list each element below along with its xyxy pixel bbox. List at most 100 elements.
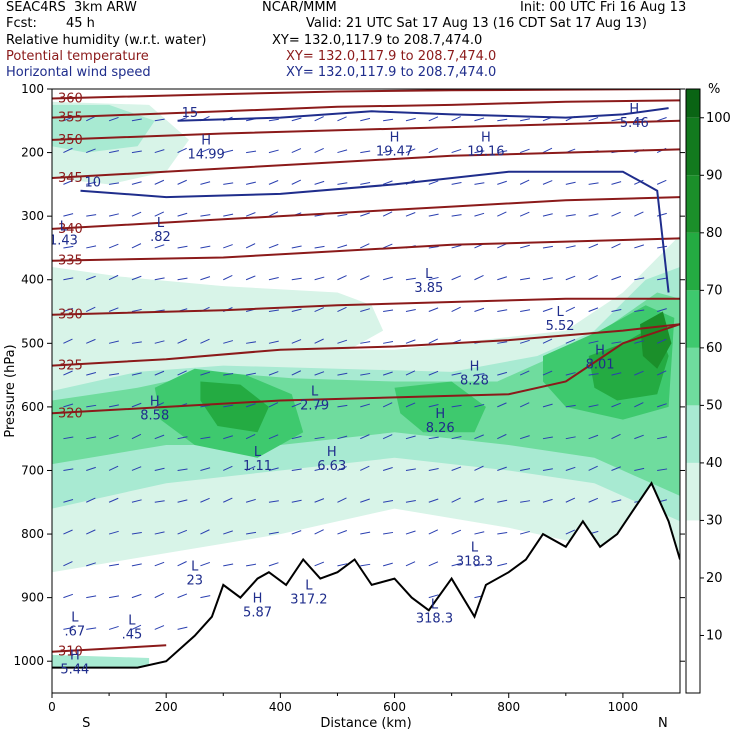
wind-vector [451,562,462,567]
wind-vector [177,277,188,281]
extremum-kind-1: L [157,216,165,231]
theta-isoline-340 [52,196,680,230]
wind-vector [108,625,119,630]
colorbar-tick-label-100: 100 [706,111,731,126]
wind-vector [131,308,142,313]
wind-vector [565,245,576,249]
wind-vector [337,497,347,503]
wind-vector [63,147,73,154]
extremum-value-6: 5.52 [546,319,575,334]
wind-vector [360,498,370,503]
wind-vector [200,497,210,503]
wind-vector [428,307,439,312]
extremum-value-12: 1.11 [243,459,272,474]
wind-vector [314,436,325,440]
colorbar-tick-label-90: 90 [706,168,723,183]
wind-vector [86,436,97,440]
colorbar-tick-label-50: 50 [706,398,723,413]
wind-vector [154,500,165,503]
extremum-value-13: 6.63 [317,459,346,474]
theta-label-355: 355 [58,111,83,126]
wind-vector [656,370,667,376]
wind-vector [337,372,348,376]
wind-vector [474,307,485,312]
wind-vector [131,211,142,217]
wind-vector [337,213,348,217]
wind-vector [565,436,576,440]
wind-vector [223,149,234,154]
x-tick-label-1000: 1000 [608,700,639,714]
wind-vector [428,370,439,376]
theta-label-340: 340 [58,222,83,237]
wind-vector [428,529,439,535]
wind-vector [86,372,97,376]
wind-vector [200,595,211,599]
wind-vector [542,338,553,344]
wind-vector [474,182,485,185]
wind-vector [108,243,119,249]
wind-vector [611,402,621,408]
colorbar-tick-label-10: 10 [706,628,723,643]
wind-vector [154,561,165,567]
extremum-value-7: 8.28 [460,373,489,388]
wind-vector [428,245,439,249]
wind-vector [634,277,645,281]
theta-label-330: 330 [58,308,83,323]
wind-vector [268,434,279,440]
wind-vector [428,276,439,281]
wind-vector [428,116,439,122]
wind-vector [337,563,348,567]
extremum-kind-14: L [191,560,199,575]
wind-vector [109,373,120,376]
wind-vector [268,371,279,376]
wind-vector [109,563,120,567]
wind-vector [634,211,644,217]
wind-vector [108,497,119,503]
rh-region-7 [394,381,486,433]
wind-vector [611,341,622,344]
wind-vector [565,466,576,471]
wind-vector [63,213,74,217]
colorbar-band-4 [686,290,700,348]
wind-vector [634,402,644,408]
wind-vector [223,244,233,249]
wind-vector [223,340,234,344]
wind-vector [200,276,211,281]
wind-vector [337,116,347,122]
wind-vector [519,435,530,440]
wind-vector [405,212,416,217]
extremum-value-5: 3.85 [414,281,443,296]
wind-vector [360,531,371,535]
wind-vector [177,370,187,376]
wind-vector [246,531,257,535]
fcst-value: 45 h [66,16,95,31]
wind-vector [177,561,187,567]
wind-vector [109,182,120,185]
wind-vector [588,213,599,217]
wind-vector [177,179,187,185]
wind-vector [223,563,234,567]
colorbar-tick-label-30: 30 [706,513,723,528]
wind-vector [451,275,462,281]
wind-vector [634,244,644,249]
wind-vector [405,339,416,344]
wind-vector [520,468,531,471]
extremum-kind-6: L [556,305,564,320]
wind-vector [200,529,210,535]
extremum-value-17: 5.44 [60,663,89,678]
wind-vector [519,339,530,344]
wind-vector [291,277,302,281]
extremum-kind-18: L [71,610,79,625]
wind-vector [200,436,211,440]
wind-vector [245,403,256,408]
y-tick-label-1000: 1000 [13,654,44,668]
wind-vector [451,436,462,440]
extremum-value-8: 8.01 [586,357,615,372]
extremum-value-2: 14.99 [188,148,225,163]
x-axis-label: Distance (km) [320,716,411,731]
wind-vector [360,563,371,567]
wind-vector [474,563,485,567]
wind-vector [497,118,508,122]
wind-vector [657,308,667,313]
